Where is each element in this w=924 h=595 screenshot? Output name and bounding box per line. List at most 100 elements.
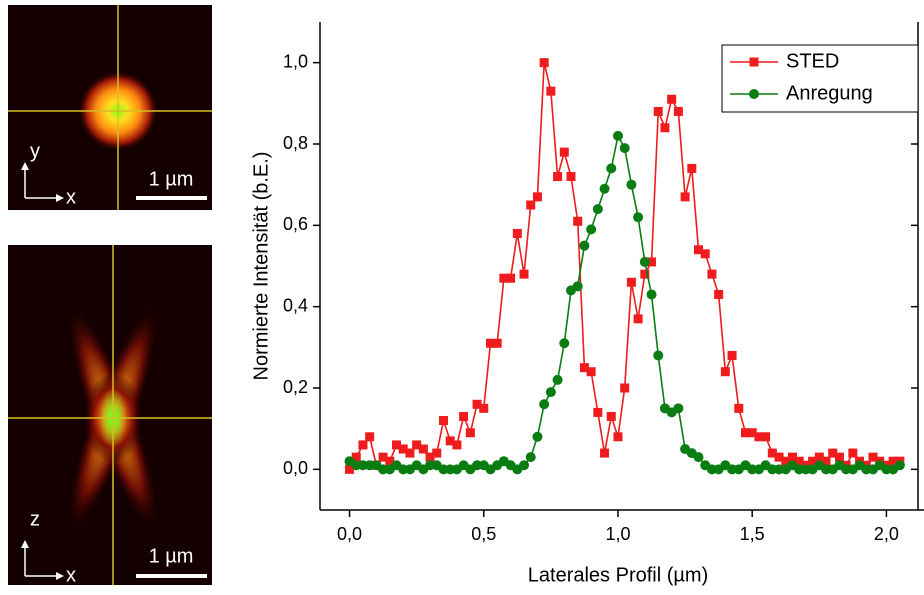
legend-label: STED xyxy=(786,50,839,72)
marker xyxy=(646,289,657,300)
series-line xyxy=(349,133,901,471)
marker xyxy=(499,273,509,283)
marker xyxy=(626,179,637,190)
marker xyxy=(720,367,730,377)
marker xyxy=(707,269,717,279)
marker xyxy=(767,448,777,458)
marker xyxy=(378,452,388,462)
marker xyxy=(740,428,750,438)
marker xyxy=(438,416,448,426)
x-axis-label: Laterales Profil (µm) xyxy=(528,564,708,586)
axis-letter: y xyxy=(30,140,40,162)
marker xyxy=(653,350,664,361)
marker xyxy=(525,452,536,463)
marker xyxy=(365,432,375,442)
marker xyxy=(472,399,482,409)
x-tick-label: 2,0 xyxy=(874,524,899,544)
marker xyxy=(553,172,563,182)
marker xyxy=(848,448,858,458)
marker xyxy=(647,257,657,267)
marker xyxy=(606,163,617,174)
marker xyxy=(754,432,764,442)
marker xyxy=(633,212,644,223)
axis-letter: x xyxy=(66,186,76,208)
marker xyxy=(552,374,563,385)
marker xyxy=(787,452,797,462)
marker xyxy=(828,448,838,458)
axis-letter: z xyxy=(30,508,40,530)
marker xyxy=(412,440,422,450)
marker xyxy=(579,240,590,251)
y-tick-label: 0,0 xyxy=(283,458,308,478)
axis-letter: x xyxy=(66,564,76,586)
marker xyxy=(358,440,368,450)
x-tick-label: 0,5 xyxy=(471,524,496,544)
marker xyxy=(392,440,402,450)
scale-bar-label: 1 µm xyxy=(149,545,194,567)
marker xyxy=(425,452,435,462)
x-tick-label: 1,5 xyxy=(740,524,765,544)
marker xyxy=(459,411,469,421)
marker xyxy=(781,456,791,466)
marker xyxy=(660,123,670,133)
marker xyxy=(639,256,650,267)
legend: STED Anregung xyxy=(721,44,919,113)
marker xyxy=(579,363,589,373)
marker xyxy=(559,338,570,349)
marker xyxy=(405,448,415,458)
marker xyxy=(532,431,543,442)
marker xyxy=(592,204,603,215)
marker xyxy=(667,94,677,104)
marker xyxy=(559,147,569,157)
marker xyxy=(673,106,683,116)
marker xyxy=(680,192,690,202)
marker xyxy=(432,448,442,458)
legend-marker xyxy=(749,57,759,67)
y-tick-label: 0,2 xyxy=(283,377,308,397)
marker xyxy=(774,452,784,462)
marker xyxy=(593,407,603,417)
xy-image: y x 1 µm xyxy=(8,5,212,210)
y-tick-label: 0,8 xyxy=(283,133,308,153)
marker xyxy=(619,143,630,154)
marker xyxy=(573,216,583,226)
legend-label: Anregung xyxy=(786,82,873,104)
marker xyxy=(687,163,697,173)
marker xyxy=(492,338,502,348)
marker xyxy=(545,387,556,398)
marker xyxy=(465,428,475,438)
marker xyxy=(888,456,898,466)
marker xyxy=(700,249,710,259)
marker xyxy=(532,192,542,202)
marker xyxy=(452,440,462,450)
marker xyxy=(673,403,684,414)
marker xyxy=(506,273,516,283)
marker xyxy=(747,428,757,438)
marker xyxy=(612,130,623,141)
marker xyxy=(586,367,596,377)
y-tick-label: 0,4 xyxy=(283,295,308,315)
marker xyxy=(546,86,556,96)
marker xyxy=(606,411,616,421)
marker xyxy=(485,338,495,348)
legend-marker xyxy=(749,89,759,99)
marker xyxy=(345,464,355,474)
marker xyxy=(512,228,522,238)
marker xyxy=(613,432,623,442)
marker xyxy=(566,172,576,182)
marker xyxy=(398,444,408,454)
marker xyxy=(586,224,597,235)
marker xyxy=(761,432,771,442)
marker xyxy=(894,460,905,471)
series-line xyxy=(348,62,900,470)
marker xyxy=(640,269,650,279)
marker xyxy=(519,269,529,279)
marker xyxy=(519,460,530,471)
marker xyxy=(599,183,610,194)
marker xyxy=(794,456,804,466)
marker xyxy=(385,456,395,466)
marker xyxy=(600,448,610,458)
marker xyxy=(868,452,878,462)
